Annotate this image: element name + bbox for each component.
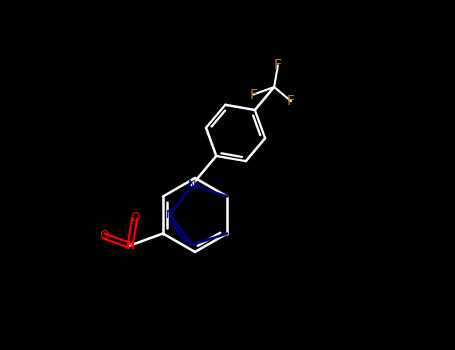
Text: N: N [126, 239, 135, 252]
Text: N: N [166, 210, 174, 220]
Text: F: F [249, 88, 258, 102]
Text: F: F [287, 94, 295, 108]
Text: O: O [99, 229, 109, 243]
Text: F: F [274, 58, 282, 72]
Text: N: N [187, 180, 196, 190]
Text: O: O [130, 211, 140, 224]
